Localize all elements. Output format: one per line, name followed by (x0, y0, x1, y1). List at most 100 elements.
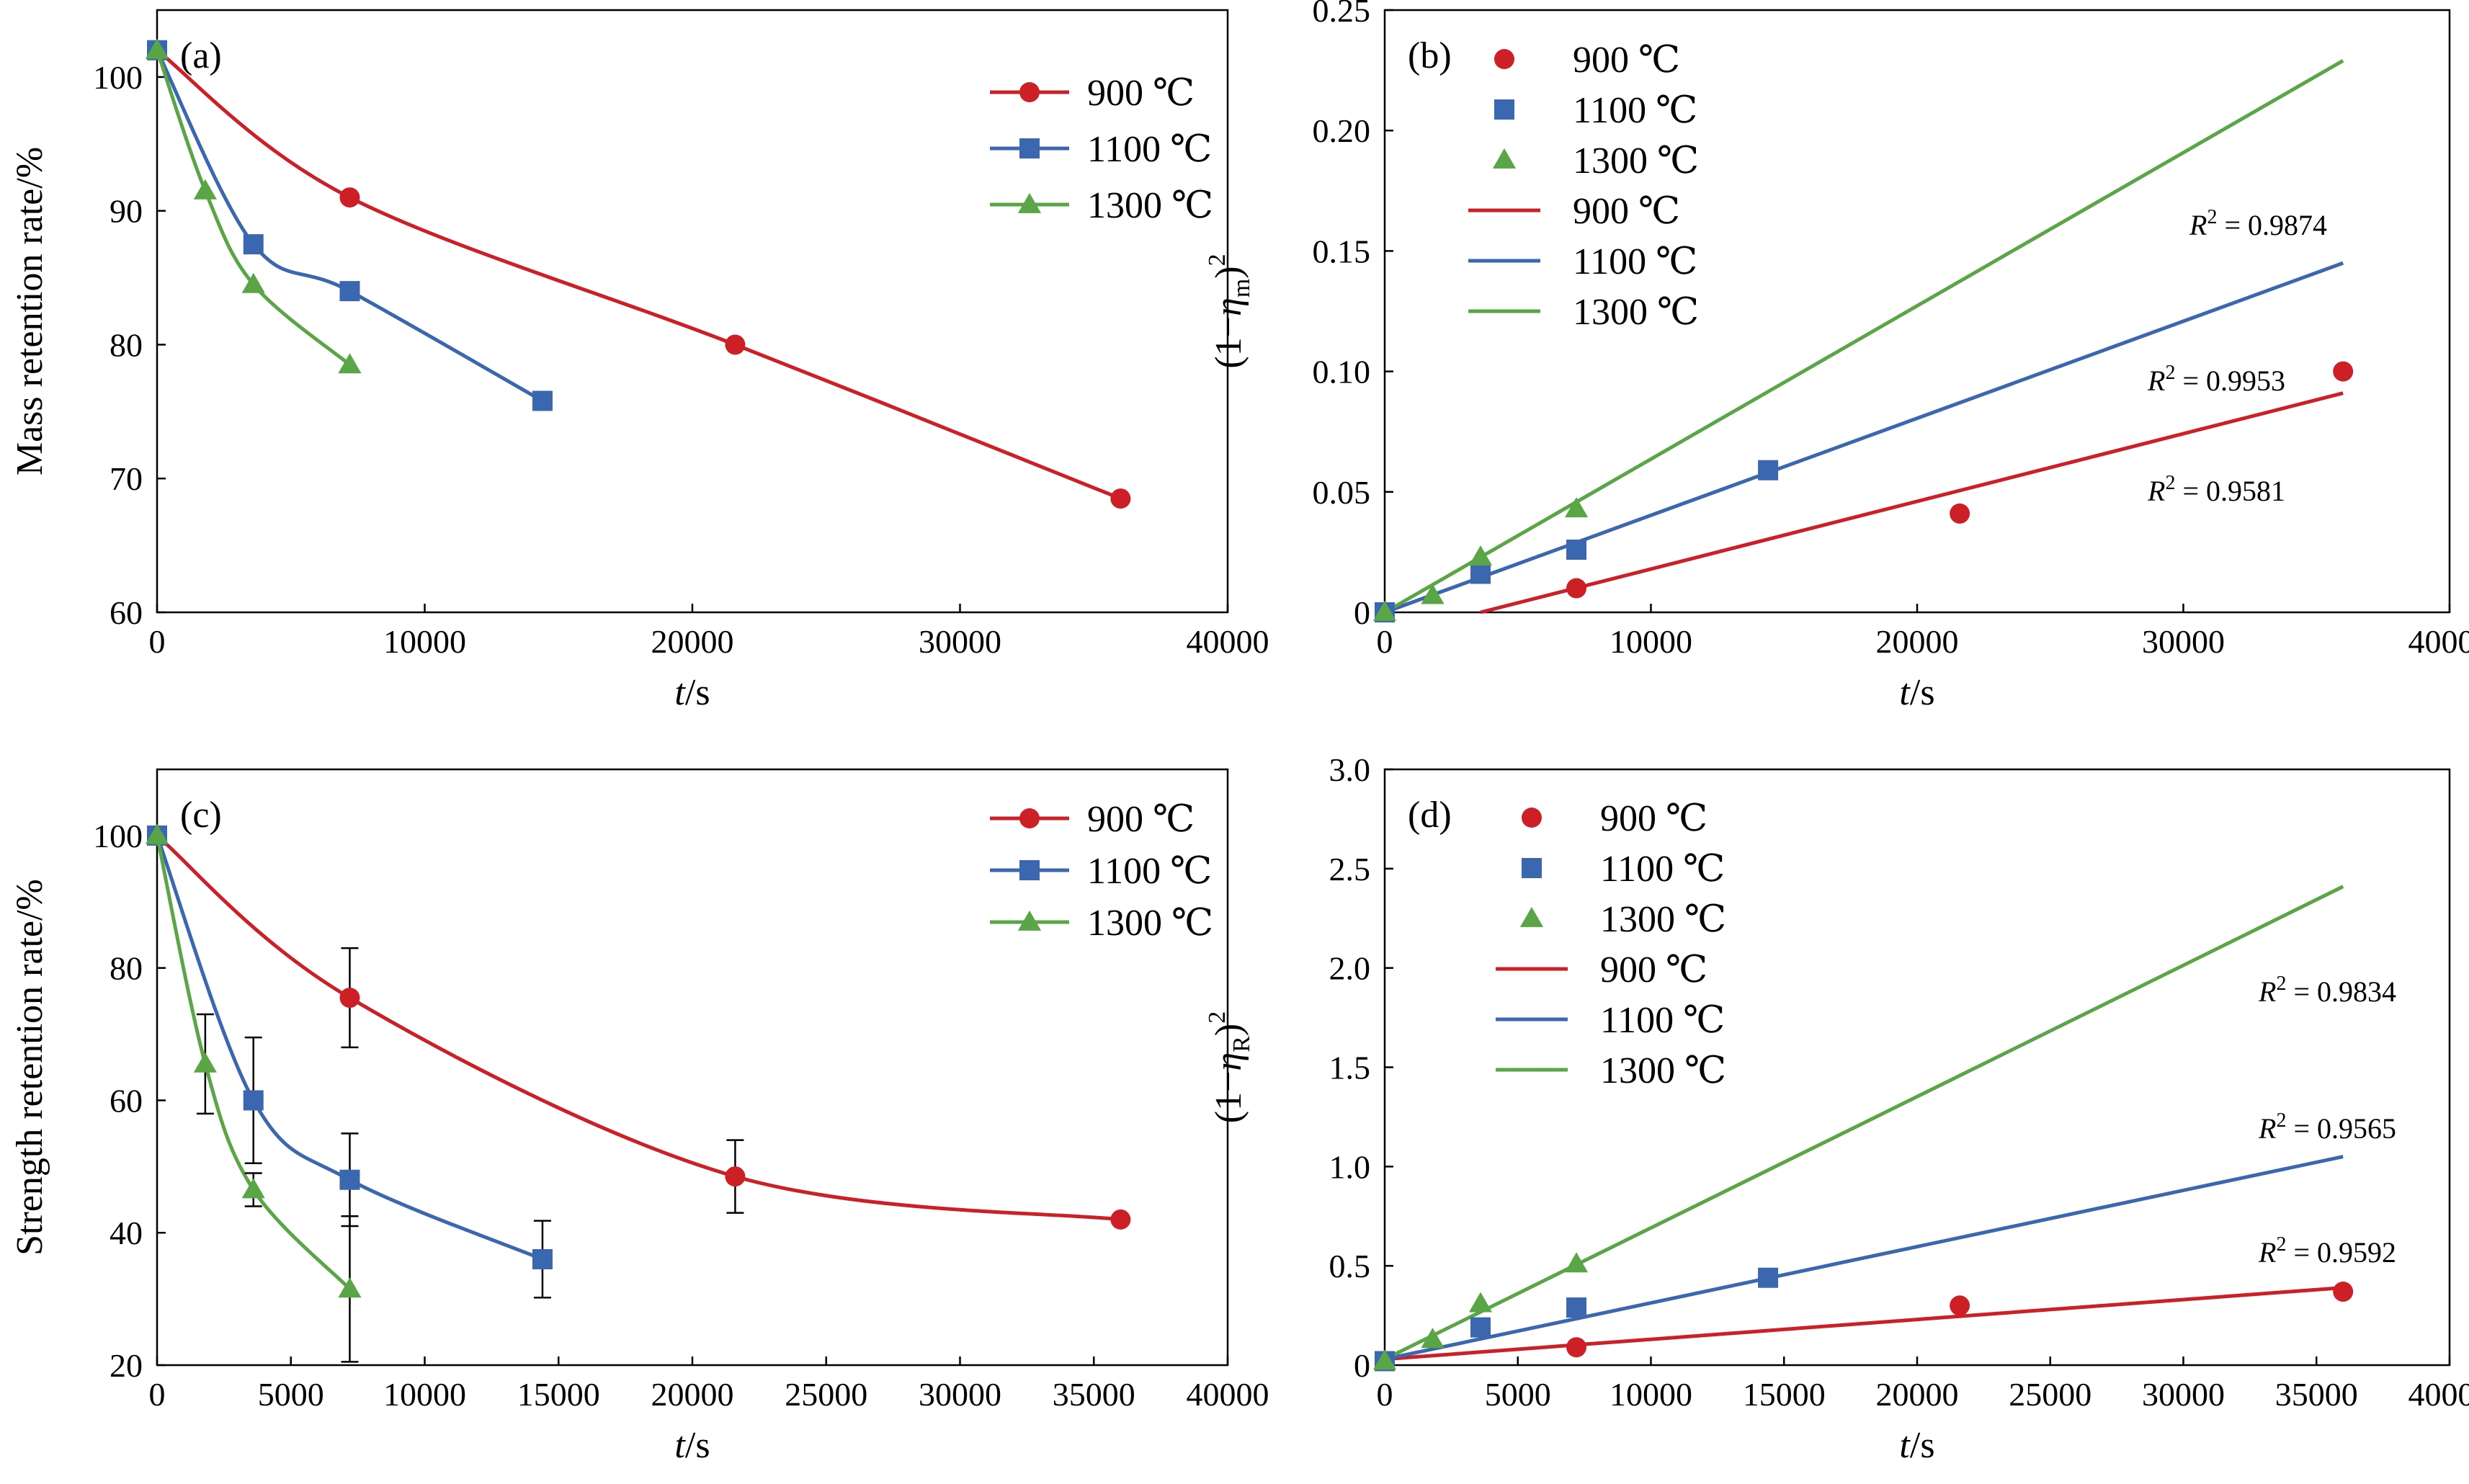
legend-label-1100: 1100 ℃ (1600, 849, 1725, 890)
x-tick-label: 25000 (785, 1376, 867, 1413)
r-squared-label-1300: R2 = 0.9874 (2189, 206, 2327, 241)
panel-b-mass-fit: 01000020000300004000000.050.100.150.200.… (1204, 0, 2469, 713)
r-squared-label-1100: R2 = 0.9953 (2147, 362, 2285, 397)
x-axis-label-unit: /s (1910, 1425, 1935, 1466)
data-point-1100 (1758, 1268, 1778, 1288)
r-squared-exponent: 2 (2276, 1233, 2286, 1256)
legend-fit-label-1300: 1300 ℃ (1573, 292, 1699, 333)
data-point-1100 (1470, 1318, 1491, 1338)
x-axis-label: t/s (674, 1425, 710, 1466)
legend-marker-1300 (1520, 907, 1543, 927)
data-point-900 (1950, 1295, 1970, 1315)
x-tick-label: 5000 (258, 1376, 324, 1413)
r-squared-symbol: R (2258, 1112, 2276, 1145)
r-squared-symbol: R (2147, 365, 2165, 397)
legend-marker-1100 (1494, 99, 1514, 120)
r-squared-label-900: R2 = 0.9592 (2258, 1233, 2396, 1269)
y-tick-label: 1.5 (1329, 1050, 1371, 1086)
y-tick-label: 3.0 (1329, 751, 1371, 788)
data-point-900 (1110, 488, 1130, 509)
r-squared-value: = 0.9953 (2175, 365, 2285, 397)
r-squared-exponent: 2 (2165, 472, 2175, 494)
x-tick-label: 40000 (2408, 1376, 2469, 1413)
y-tick-label: 0 (1354, 1347, 1370, 1384)
data-point-1100 (339, 1170, 360, 1190)
r-squared-value: = 0.9874 (2217, 209, 2327, 241)
y-tick-label: 100 (93, 818, 143, 854)
legend-fit-label-1300: 1300 ℃ (1600, 1050, 1726, 1091)
y-axis-label-superscript: 2 (1204, 254, 1231, 266)
y-tick-label: 0.05 (1313, 474, 1371, 511)
r-squared-value: = 0.9592 (2286, 1236, 2396, 1269)
legend-label-900: 900 ℃ (1087, 799, 1195, 840)
legend-marker-1100 (1019, 138, 1040, 158)
panel-label: (c) (180, 795, 222, 836)
y-axis-label: Strength retention rate/% (9, 879, 50, 1256)
data-point-1100 (1758, 460, 1778, 480)
legend-fit-label-900: 900 ℃ (1600, 949, 1707, 991)
panel-label: (a) (180, 35, 222, 76)
legend-marker-900 (1522, 808, 1542, 828)
x-axis-label: t/s (674, 672, 710, 713)
data-point-1100 (1566, 1297, 1586, 1318)
data-point-900 (725, 1166, 745, 1186)
x-tick-label: 10000 (383, 623, 466, 660)
r-squared-label-1100: R2 = 0.9565 (2258, 1109, 2396, 1145)
y-axis-label-superscript: 2 (1204, 1011, 1231, 1024)
x-tick-label: 25000 (2009, 1376, 2091, 1413)
legend-marker-1100 (1019, 860, 1040, 880)
plot-frame (157, 10, 1228, 612)
legend-label-1300: 1300 ℃ (1087, 185, 1213, 226)
y-axis-label-subscript: m (1228, 279, 1255, 298)
data-point-1300 (1469, 545, 1492, 566)
r-squared-symbol: R (2258, 1236, 2276, 1269)
x-tick-label: 40000 (2408, 623, 2469, 660)
x-tick-label: 0 (149, 1376, 166, 1413)
r-squared-exponent: 2 (2165, 362, 2175, 384)
data-point-900 (1566, 1337, 1586, 1357)
fit-line-1100 (1385, 1157, 2343, 1359)
x-tick-label: 20000 (651, 1376, 734, 1413)
legend-marker-1100 (1522, 858, 1542, 878)
data-point-900 (725, 334, 745, 354)
legend-label-1300: 1300 ℃ (1573, 140, 1699, 182)
x-tick-label: 15000 (1743, 1376, 1826, 1413)
legend-marker-900 (1494, 49, 1514, 69)
y-axis-label: Mass retention rate/% (9, 147, 50, 475)
legend-label-900: 900 ℃ (1600, 798, 1707, 839)
x-tick-label: 10000 (1609, 1376, 1692, 1413)
data-point-900 (1950, 504, 1970, 524)
r-squared-label-1300: R2 = 0.9834 (2258, 973, 2396, 1008)
x-tick-label: 20000 (651, 623, 734, 660)
x-tick-label: 40000 (1187, 1376, 1269, 1413)
panel-label: (d) (1408, 795, 1452, 836)
series-line-1300 (157, 50, 349, 365)
fit-line-900 (1385, 1287, 2343, 1359)
r-squared-exponent: 2 (2276, 1109, 2286, 1132)
y-tick-label: 20 (110, 1347, 143, 1384)
data-point-900 (339, 988, 360, 1008)
y-tick-label: 100 (93, 59, 143, 96)
y-tick-label: 1.0 (1329, 1148, 1371, 1185)
legend-label-900: 900 ℃ (1573, 40, 1680, 81)
data-point-900 (339, 187, 360, 207)
y-axis-label: (1−ηm)2 (1204, 254, 1255, 368)
r-squared-value: = 0.9565 (2286, 1112, 2396, 1145)
r-squared-symbol: R (2258, 975, 2276, 1008)
y-tick-label: 60 (110, 1082, 143, 1119)
data-point-1100 (244, 1090, 264, 1110)
fit-line-1300 (1385, 61, 2343, 612)
x-tick-label: 40000 (1187, 623, 1269, 660)
x-tick-label: 0 (1377, 623, 1393, 660)
y-tick-label: 0.5 (1329, 1248, 1371, 1284)
panel-label: (b) (1408, 35, 1452, 76)
data-point-1100 (532, 1249, 553, 1269)
data-point-1100 (532, 390, 553, 411)
data-point-900 (2333, 362, 2353, 382)
x-axis-label: t/s (1899, 672, 1934, 713)
